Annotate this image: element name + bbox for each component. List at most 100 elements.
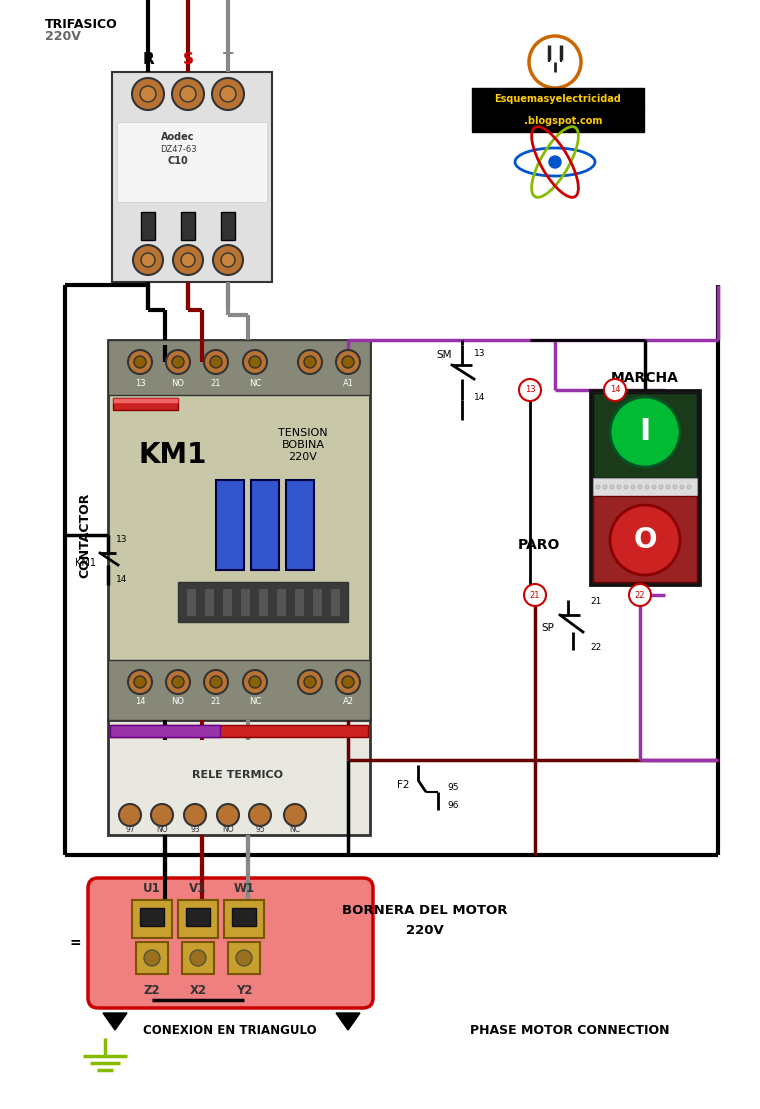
Text: 21: 21 xyxy=(211,379,221,388)
Circle shape xyxy=(140,87,156,102)
Circle shape xyxy=(624,485,628,489)
Polygon shape xyxy=(336,1013,360,1030)
Text: CONTACTOR: CONTACTOR xyxy=(78,492,91,578)
Circle shape xyxy=(284,804,306,826)
Circle shape xyxy=(519,379,541,401)
Bar xyxy=(132,901,172,938)
Text: MARCHA: MARCHA xyxy=(611,372,679,385)
Text: Aodec: Aodec xyxy=(161,132,195,142)
Circle shape xyxy=(304,356,316,368)
Text: 13: 13 xyxy=(116,536,128,545)
Circle shape xyxy=(134,356,146,368)
Text: BORNERA DEL MOTOR: BORNERA DEL MOTOR xyxy=(342,904,508,916)
Circle shape xyxy=(172,676,184,688)
Text: 21: 21 xyxy=(591,598,602,607)
Bar xyxy=(204,588,214,615)
Text: SM: SM xyxy=(436,350,451,360)
Circle shape xyxy=(529,35,581,88)
Text: 93: 93 xyxy=(190,825,200,834)
Circle shape xyxy=(604,379,626,401)
Bar xyxy=(141,212,155,240)
Text: NO: NO xyxy=(157,825,168,834)
Bar xyxy=(112,72,272,282)
Bar xyxy=(216,480,244,570)
Bar xyxy=(330,588,340,615)
Text: DZ47-63: DZ47-63 xyxy=(160,145,196,154)
Circle shape xyxy=(221,253,235,267)
Text: NC: NC xyxy=(290,825,300,834)
Text: KM1: KM1 xyxy=(139,441,207,469)
Text: NC: NC xyxy=(249,379,261,388)
Circle shape xyxy=(172,356,184,368)
Bar xyxy=(472,88,644,110)
Circle shape xyxy=(243,350,267,374)
Text: S: S xyxy=(182,52,194,68)
Circle shape xyxy=(617,485,621,489)
Text: 13: 13 xyxy=(135,379,145,388)
Text: 14: 14 xyxy=(474,394,486,403)
Text: =: = xyxy=(69,936,81,950)
Text: PHASE MOTOR CONNECTION: PHASE MOTOR CONNECTION xyxy=(470,1024,670,1037)
Circle shape xyxy=(610,505,680,574)
Text: .blogspot.com: .blogspot.com xyxy=(514,116,602,126)
Text: TENSION
BOBINA
220V: TENSION BOBINA 220V xyxy=(278,428,328,461)
Bar xyxy=(224,901,264,938)
Circle shape xyxy=(190,950,206,966)
Bar xyxy=(113,398,178,403)
Circle shape xyxy=(180,87,196,102)
Bar xyxy=(222,588,232,615)
Circle shape xyxy=(212,78,244,110)
Circle shape xyxy=(141,253,155,267)
Text: 220V: 220V xyxy=(45,30,81,43)
Text: 21: 21 xyxy=(530,590,540,600)
Text: 96: 96 xyxy=(447,801,459,810)
Text: 21: 21 xyxy=(211,698,221,706)
Bar xyxy=(228,942,260,974)
Text: 22: 22 xyxy=(635,590,645,600)
Circle shape xyxy=(217,804,239,826)
Text: 14: 14 xyxy=(135,698,145,706)
Bar xyxy=(593,478,697,496)
Circle shape xyxy=(298,350,322,374)
Circle shape xyxy=(629,584,651,606)
Bar xyxy=(593,496,697,582)
Bar xyxy=(286,480,314,570)
Circle shape xyxy=(184,804,206,826)
Text: V1: V1 xyxy=(189,882,207,895)
Bar xyxy=(294,588,304,615)
Text: 22: 22 xyxy=(591,643,602,652)
Circle shape xyxy=(172,78,204,110)
Text: 13: 13 xyxy=(474,348,486,357)
Bar xyxy=(240,588,250,615)
Bar xyxy=(276,588,286,615)
Circle shape xyxy=(610,397,680,467)
Circle shape xyxy=(249,356,261,368)
Circle shape xyxy=(596,485,600,489)
Circle shape xyxy=(549,156,561,167)
Circle shape xyxy=(342,356,354,368)
Bar xyxy=(136,942,168,974)
Bar xyxy=(251,480,279,570)
Circle shape xyxy=(342,676,354,688)
Text: F2: F2 xyxy=(397,780,409,790)
Circle shape xyxy=(638,485,642,489)
Text: Z2: Z2 xyxy=(144,984,160,997)
Text: NO: NO xyxy=(172,698,185,706)
Circle shape xyxy=(673,485,677,489)
Text: W1: W1 xyxy=(233,882,255,895)
Text: R: R xyxy=(142,52,154,68)
Bar xyxy=(113,398,178,410)
Text: RELE TERMICO: RELE TERMICO xyxy=(192,770,283,780)
Circle shape xyxy=(181,253,195,267)
Circle shape xyxy=(210,676,222,688)
Text: 14: 14 xyxy=(116,576,128,584)
Text: 95: 95 xyxy=(447,783,459,793)
Circle shape xyxy=(666,485,670,489)
Text: 13: 13 xyxy=(524,386,535,395)
Text: O: O xyxy=(633,526,657,554)
Text: I: I xyxy=(639,417,651,447)
Text: TRIFASICO: TRIFASICO xyxy=(45,18,118,31)
Circle shape xyxy=(336,670,360,694)
Text: NO: NO xyxy=(172,379,185,388)
Bar xyxy=(108,660,370,720)
